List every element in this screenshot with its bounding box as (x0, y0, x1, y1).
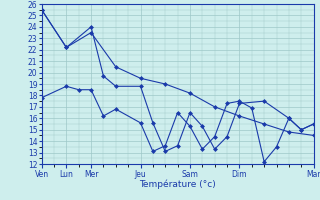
X-axis label: Température (°c): Température (°c) (139, 180, 216, 189)
